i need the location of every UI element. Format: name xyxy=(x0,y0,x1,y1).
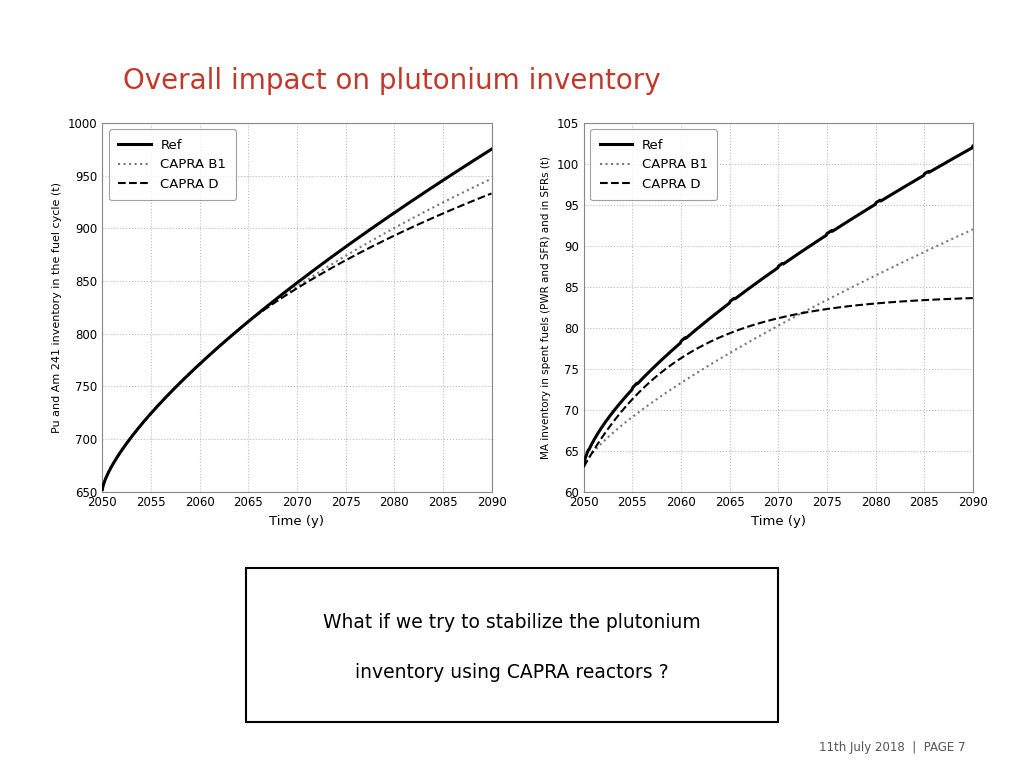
CAPRA D xyxy=(578,462,590,472)
CAPRA D xyxy=(415,218,427,227)
X-axis label: Time (y): Time (y) xyxy=(751,515,806,528)
X-axis label: Time (y): Time (y) xyxy=(269,515,325,528)
Legend: Ref, CAPRA B1, CAPRA D: Ref, CAPRA B1, CAPRA D xyxy=(590,130,717,200)
CAPRA B1 xyxy=(896,258,908,267)
CAPRA D xyxy=(788,310,801,319)
CAPRA B1 xyxy=(765,325,777,334)
CAPRA D xyxy=(485,189,498,198)
Text: Overall impact on plutonium inventory: Overall impact on plutonium inventory xyxy=(123,67,660,94)
Line: CAPRA D: CAPRA D xyxy=(102,194,492,489)
CAPRA D xyxy=(765,316,777,325)
CAPRA D xyxy=(809,306,821,316)
CAPRA B1 xyxy=(762,326,774,336)
Line: CAPRA B1: CAPRA B1 xyxy=(102,179,492,489)
CAPRA B1 xyxy=(957,229,970,238)
Legend: Ref, CAPRA B1, CAPRA D: Ref, CAPRA B1, CAPRA D xyxy=(109,130,236,200)
Ref xyxy=(765,268,777,277)
CAPRA D xyxy=(328,262,340,271)
CAPRA D xyxy=(967,293,979,303)
Ref xyxy=(578,461,590,470)
Text: inventory using CAPRA reactors ?: inventory using CAPRA reactors ? xyxy=(355,664,669,682)
CAPRA D xyxy=(476,193,488,202)
Text: 11th July 2018  |  PAGE 7: 11th July 2018 | PAGE 7 xyxy=(819,741,966,754)
Ref xyxy=(328,250,340,260)
CAPRA B1 xyxy=(485,174,498,184)
Ref xyxy=(96,485,109,494)
Ref xyxy=(809,238,821,247)
CAPRA B1 xyxy=(284,287,296,296)
CAPRA B1 xyxy=(788,313,801,322)
Y-axis label: Pu and Am 241 inventory in the fuel cycle (t): Pu and Am 241 inventory in the fuel cycl… xyxy=(52,182,62,432)
Ref xyxy=(307,266,319,276)
CAPRA B1 xyxy=(328,258,340,267)
Ref xyxy=(415,190,427,199)
Text: What if we try to stabilize the plutonium: What if we try to stabilize the plutoniu… xyxy=(324,613,700,631)
CAPRA B1 xyxy=(415,209,427,218)
CAPRA D xyxy=(762,316,774,326)
Line: CAPRA D: CAPRA D xyxy=(584,298,973,467)
CAPRA B1 xyxy=(96,485,109,494)
CAPRA D xyxy=(281,290,293,299)
CAPRA D xyxy=(896,296,908,306)
CAPRA D xyxy=(307,274,319,283)
Ref xyxy=(957,148,970,157)
CAPRA B1 xyxy=(967,225,979,234)
Ref xyxy=(896,184,908,193)
Line: Ref: Ref xyxy=(584,146,973,465)
CAPRA D xyxy=(96,485,109,494)
CAPRA B1 xyxy=(578,462,590,472)
Line: Ref: Ref xyxy=(102,149,492,489)
Ref xyxy=(762,270,774,279)
CAPRA B1 xyxy=(307,271,319,280)
Ref xyxy=(284,284,296,293)
CAPRA B1 xyxy=(281,289,293,298)
Ref xyxy=(476,151,488,160)
Ref xyxy=(281,286,293,295)
CAPRA B1 xyxy=(809,301,821,310)
Ref xyxy=(967,141,979,151)
CAPRA D xyxy=(957,294,970,303)
CAPRA D xyxy=(284,288,296,297)
Y-axis label: MA inventory in spent fuels (PWR and SFR) and in SFRs (t): MA inventory in spent fuels (PWR and SFR… xyxy=(541,156,551,458)
FancyBboxPatch shape xyxy=(246,568,778,722)
Ref xyxy=(788,252,801,261)
CAPRA B1 xyxy=(476,178,488,187)
Line: CAPRA B1: CAPRA B1 xyxy=(584,230,973,467)
Ref xyxy=(485,144,498,154)
